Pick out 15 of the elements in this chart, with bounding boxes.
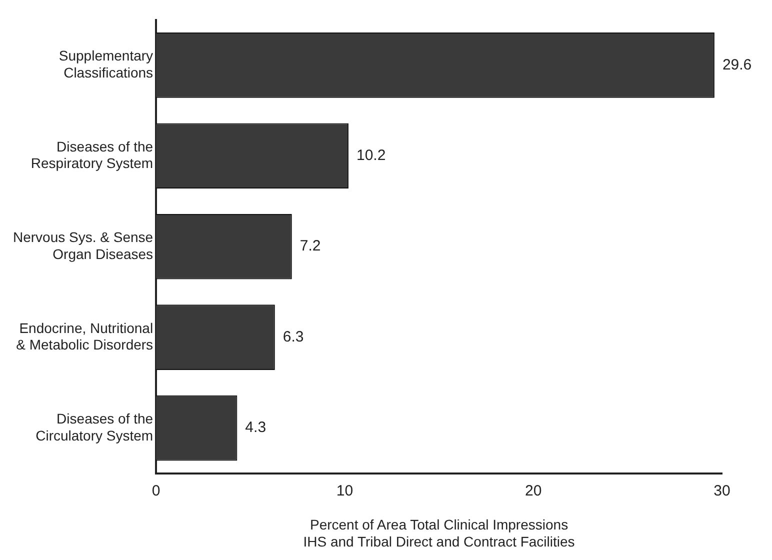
- x-tick-label: 20: [525, 482, 542, 500]
- data-label: 4.3: [245, 419, 266, 436]
- x-axis-title: Percent of Area Total Clinical Impressions IHS and Tribal Direct and Contract Facilities: [303, 516, 575, 550]
- data-label: 7.2: [300, 238, 321, 255]
- y-tick-label: Diseases of the Circulatory System: [36, 410, 154, 444]
- x-tick-label: 10: [336, 482, 354, 500]
- data-label: 6.3: [282, 328, 304, 346]
- x-tick-label: 0: [152, 482, 160, 500]
- data-label: 10.2: [356, 147, 386, 164]
- y-tick-label: Endocrine, Nutritional & Metabolic Disorders: [16, 320, 154, 353]
- y-tick-label: Supplementary Classifications: [58, 48, 154, 80]
- data-label: 29.6: [722, 56, 752, 74]
- y-tick-label: Nervous Sys. & Sense Organ Diseases: [13, 229, 154, 262]
- x-tick-label: 30: [714, 482, 730, 500]
- y-tick-label: Diseases of the Respiratory System: [30, 138, 154, 172]
